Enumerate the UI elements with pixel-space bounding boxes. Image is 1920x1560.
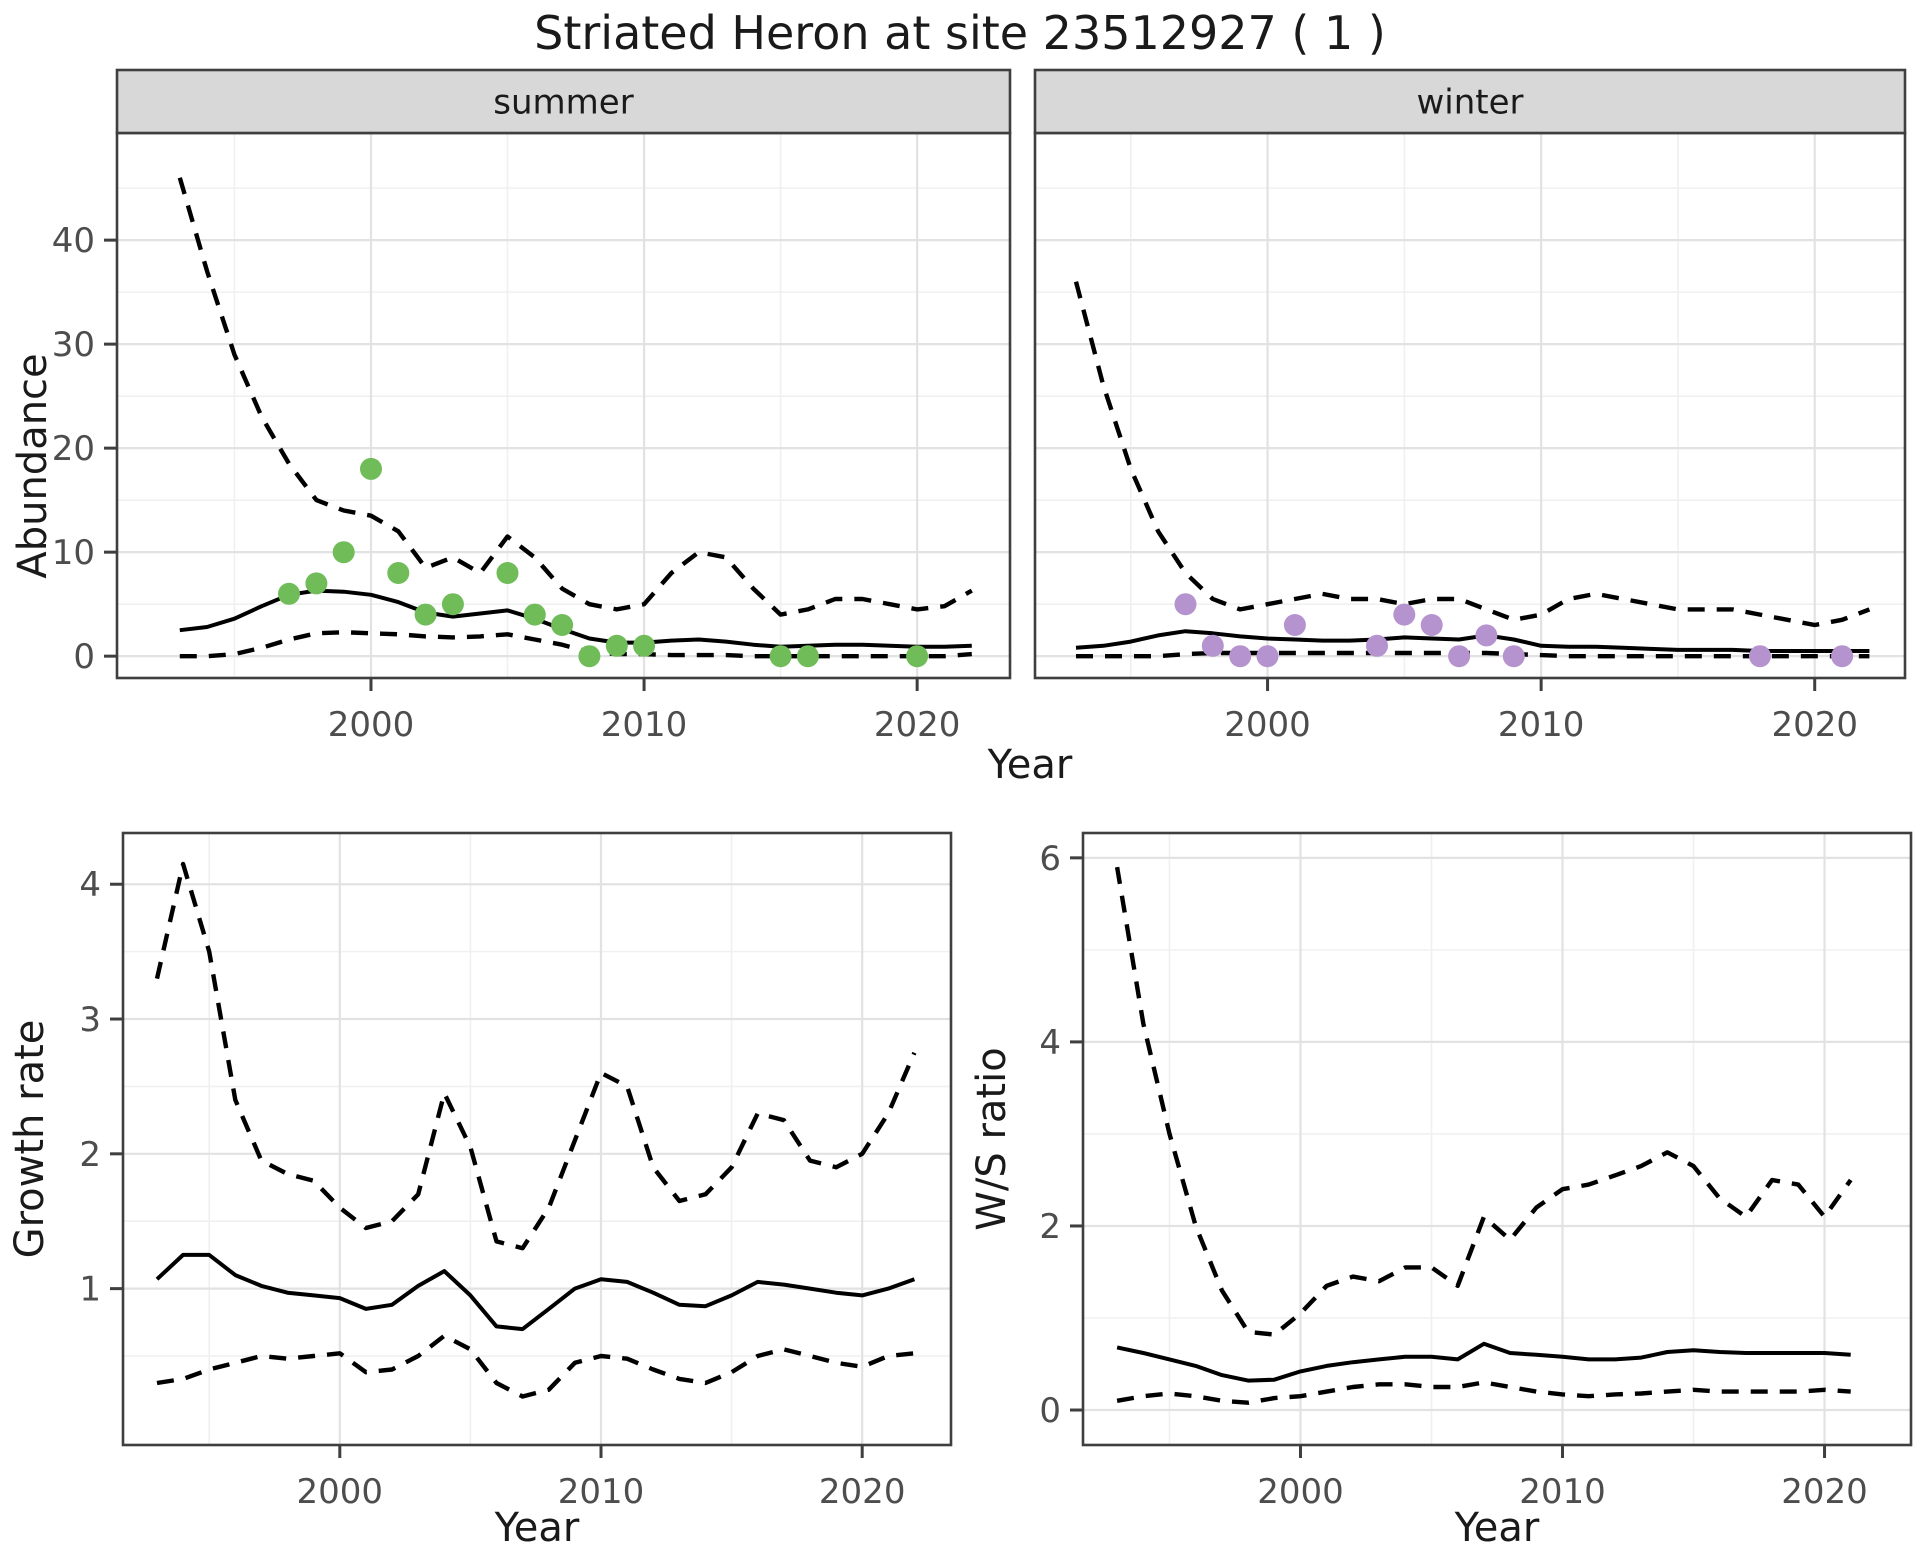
growth-rate-panel: 2000 2010 2020 1 2 3 4 [79,831,953,1512]
abundance-summer-observation-point [633,634,656,657]
ws-x-axis-title: Year [1454,1505,1540,1551]
x-tick-label: 2000 [1257,1472,1344,1512]
abundance-winter-facet-panel: winter 2000 2010 2020 [1033,68,1907,745]
growth-rate-ci_upper-line [154,861,917,1251]
y-tick-label: 10 [52,533,95,573]
abundance-summer-observation-point [441,593,464,616]
abundance-summer-observation-point [414,603,437,626]
y-tick-label: 2 [79,1135,101,1175]
abundance-summer-observation-point [769,645,792,668]
abundance-winter-observation-point [1749,645,1771,668]
y-tick-label: 2 [1039,1207,1061,1247]
abundance-winter-observation-point [1201,634,1224,657]
growth-rate-mean-line [155,1252,916,1332]
abundance-summer-ci_upper-line [177,177,973,617]
ws-ratio-ci_upper-line [1114,866,1853,1337]
abundance-winter-observation-point [1229,645,1252,668]
x-tick-label: 2020 [819,1472,906,1512]
abundance-summer-observation-point [551,614,574,636]
abundance-summer-observation-point [906,645,929,668]
growth-rate-ci_lower-line [156,1333,915,1399]
abundance-summer-observation-point [387,562,410,584]
abundance-winter-observation-point [1448,645,1471,668]
abundance-winter-observation-point [1420,614,1443,636]
abundance-winter-ci_upper-line [1073,281,1871,628]
ws-ratio-axis-title: W/S ratio [969,1047,1015,1231]
x-tick-label: 2000 [297,1472,384,1512]
abundance-winter-observation-point [1502,645,1525,668]
x-tick-label: 2020 [1771,705,1858,745]
x-tick-label: 2010 [1519,1472,1606,1512]
facet-strip-label: summer [493,83,633,123]
y-tick-label: 6 [1039,839,1061,879]
panel-border [1081,831,1913,1447]
top-x-axis-title: Year [987,742,1073,788]
abundance-summer-observation-point [796,645,819,668]
y-tick-label: 4 [1039,1023,1061,1063]
abundance-winter-observation-point [1393,603,1416,626]
y-tick-label: 40 [52,221,95,261]
abundance-summer-observation-point [605,634,628,657]
abundance-winter-observation-point [1174,593,1197,616]
x-tick-label: 2010 [1498,705,1585,745]
panel-border [121,831,953,1447]
x-tick-label: 2010 [601,705,688,745]
y-tick-label: 1 [79,1270,101,1310]
ws-ratio-mean-line [1116,1341,1851,1383]
abundance-summer-observation-point [305,572,328,595]
abundance-summer-observation-point [360,457,382,480]
abundance-summer-observation-point [496,562,519,584]
x-tick-label: 2000 [328,705,415,745]
y-tick-label: 3 [79,1000,101,1040]
x-tick-label: 2010 [558,1472,645,1512]
ws-ratio-panel: 2000 2010 2020 0 2 4 6 [1039,831,1913,1512]
growth-x-axis-title: Year [494,1505,580,1551]
ws-ratio-ci_lower-line [1116,1380,1851,1405]
y-tick-label: 4 [79,865,101,905]
facet-strip-label: winter [1416,83,1523,123]
abundance-summer-observation-point [578,645,601,668]
y-tick-label: 30 [52,325,95,365]
facet-strip [1033,68,1907,135]
page-title: Striated Heron at site 23512927 ( 1 ) [534,6,1386,60]
abundance-winter-observation-point [1283,614,1306,636]
abundance-summer-facet-panel: summer 2000 2010 2020 0 10 20 30 40 [52,68,1012,745]
facet-strip [115,68,1012,135]
y-tick-label: 20 [52,429,95,469]
y-tick-label: 0 [73,637,95,677]
abundance-winter-observation-point [1366,634,1388,657]
abundance-summer-observation-point [278,582,300,605]
abundance-winter-observation-point [1475,624,1498,647]
abundance-summer-observation-point [332,541,355,564]
abundance-winter-observation-point [1831,645,1854,668]
x-tick-label: 2000 [1224,705,1311,745]
abundance-winter-observation-point [1256,645,1279,668]
growth-rate-axis-title: Growth rate [7,1019,53,1259]
x-tick-label: 2020 [1781,1472,1868,1512]
abundance-summer-observation-point [523,603,546,626]
abundance-winter-mean-line [1075,629,1870,653]
y-tick-label: 0 [1039,1391,1061,1431]
x-tick-label: 2020 [874,705,961,745]
abundance-axis-title: Abundance [10,353,56,579]
